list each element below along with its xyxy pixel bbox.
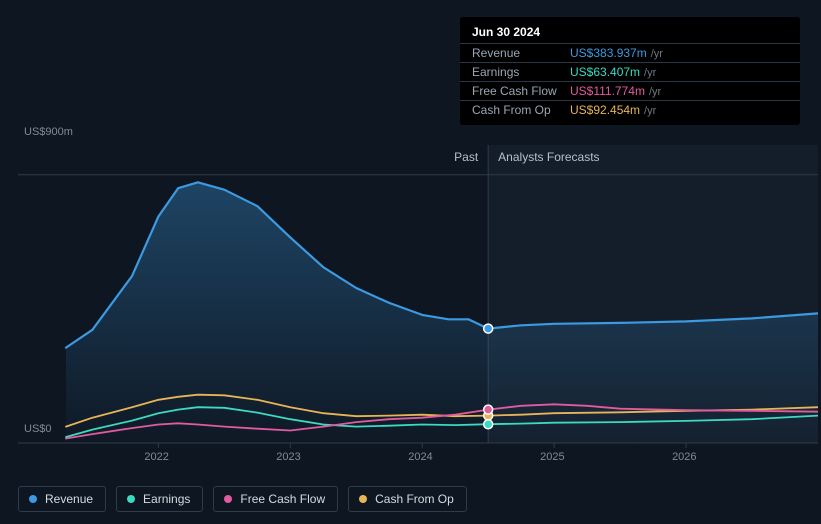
tooltip-title: Jun 30 2024 bbox=[460, 23, 800, 43]
tooltip-value: US$111.774m bbox=[570, 84, 645, 98]
legend-label: Earnings bbox=[143, 492, 190, 506]
y-axis-label-min: US$0 bbox=[24, 423, 52, 435]
tooltip-value: US$63.407m bbox=[570, 65, 640, 79]
legend-item-cfo[interactable]: Cash From Op bbox=[348, 486, 467, 512]
legend-label: Cash From Op bbox=[375, 492, 454, 506]
y-axis-label-max: US$900m bbox=[24, 126, 73, 138]
legend-item-earnings[interactable]: Earnings bbox=[116, 486, 203, 512]
tooltip-row-fcf: Free Cash Flow US$111.774m /yr bbox=[460, 81, 800, 100]
legend-item-revenue[interactable]: Revenue bbox=[18, 486, 106, 512]
legend-item-fcf[interactable]: Free Cash Flow bbox=[213, 486, 338, 512]
legend-label: Free Cash Flow bbox=[240, 492, 325, 506]
x-axis-tick-label: 2024 bbox=[408, 451, 432, 463]
x-axis-tick-label: 2023 bbox=[276, 451, 300, 463]
tooltip-row-revenue: Revenue US$383.937m /yr bbox=[460, 43, 800, 62]
tooltip-suffix: /yr bbox=[649, 86, 661, 98]
x-axis-tick-label: 2025 bbox=[540, 451, 564, 463]
legend-dot-icon bbox=[359, 495, 367, 503]
tooltip-suffix: /yr bbox=[644, 105, 656, 117]
tooltip-suffix: /yr bbox=[644, 67, 656, 79]
legend-dot-icon bbox=[224, 495, 232, 503]
legend-dot-icon bbox=[127, 495, 135, 503]
x-axis-tick-label: 2026 bbox=[672, 451, 696, 463]
tooltip-label: Revenue bbox=[472, 46, 570, 60]
tooltip-label: Free Cash Flow bbox=[472, 84, 570, 98]
tooltip-row-earnings: Earnings US$63.407m /yr bbox=[460, 62, 800, 81]
legend-dot-icon bbox=[29, 495, 37, 503]
legend-label: Revenue bbox=[45, 492, 93, 506]
tooltip-row-cfo: Cash From Op US$92.454m /yr bbox=[460, 100, 800, 119]
tooltip-value: US$383.937m bbox=[570, 46, 647, 60]
x-axis-tick-label: 2022 bbox=[144, 451, 168, 463]
tooltip-label: Cash From Op bbox=[472, 103, 570, 117]
past-label: Past bbox=[454, 150, 478, 164]
chart-tooltip: Jun 30 2024 Revenue US$383.937m /yr Earn… bbox=[460, 17, 800, 125]
forecast-label: Analysts Forecasts bbox=[498, 150, 599, 164]
tooltip-suffix: /yr bbox=[651, 48, 663, 60]
tooltip-value: US$92.454m bbox=[570, 103, 640, 117]
tooltip-label: Earnings bbox=[472, 65, 570, 79]
chart-legend: Revenue Earnings Free Cash Flow Cash Fro… bbox=[18, 486, 467, 512]
